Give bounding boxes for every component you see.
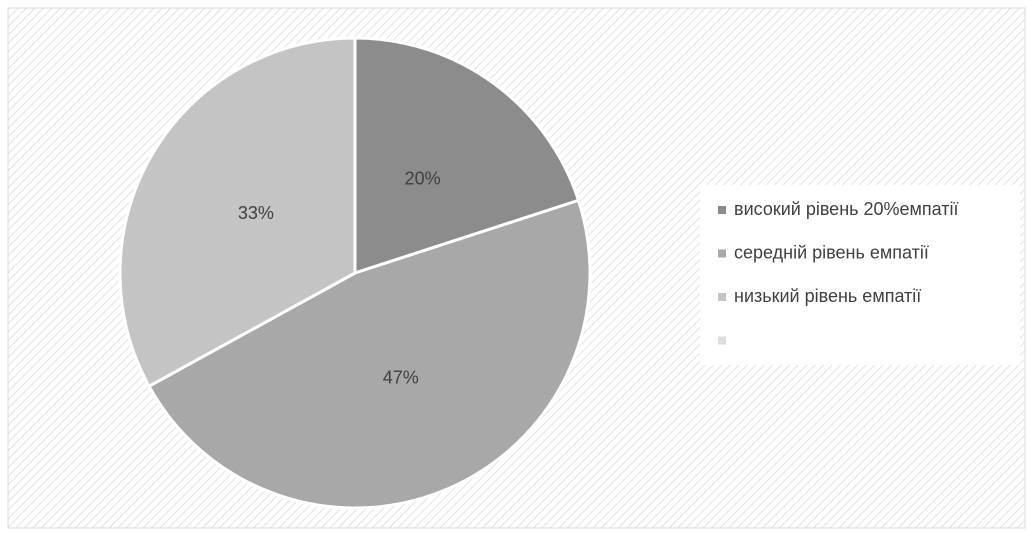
legend-box: [700, 185, 1020, 365]
pie-slice: [353, 36, 581, 276]
legend-marker: [718, 336, 726, 345]
data-label: 33%: [238, 203, 274, 223]
legend-label: середній рівень емпатії: [734, 242, 929, 262]
data-label: 20%: [405, 169, 441, 189]
pie-slice: [147, 198, 592, 510]
data-label: 47%: [383, 367, 419, 387]
pie-slice: [118, 36, 357, 389]
legend-label: низький рівень емпатії: [734, 286, 921, 306]
legend-marker: [718, 293, 726, 301]
legend-label: високий рівень 20%емпатії: [734, 199, 959, 219]
legend-marker: [718, 206, 726, 214]
legend-marker: [718, 249, 726, 258]
